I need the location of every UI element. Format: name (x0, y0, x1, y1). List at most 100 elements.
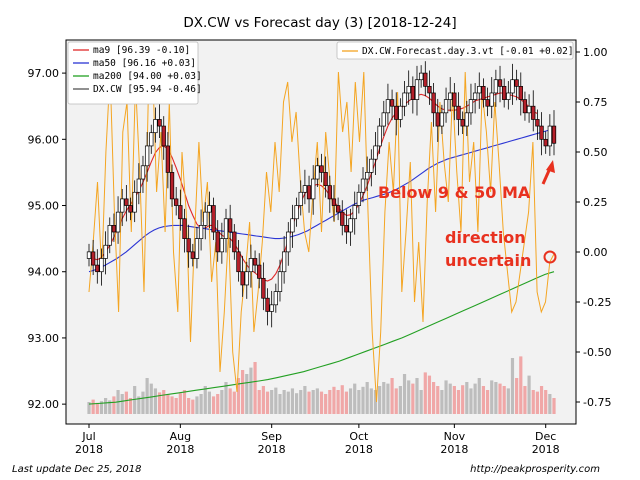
forecast-series-line (88, 61, 555, 403)
volume-bar (261, 386, 265, 414)
volume-bar (544, 390, 548, 414)
candle-body (240, 271, 245, 286)
candle-body (418, 72, 424, 81)
candle-body (360, 178, 366, 193)
right-tick-label: 0.25 (583, 196, 608, 209)
candle-body (277, 271, 283, 292)
legend-label: DX.CW [95.94 -0.46] (93, 84, 202, 95)
x-tick-label: Oct (349, 430, 369, 443)
legend-label: ma200 [94.00 +0.03] (93, 71, 202, 82)
candle-body (335, 205, 341, 213)
candle-body (547, 125, 552, 147)
volume-bar (153, 388, 158, 414)
left-tick-label: 92.00 (28, 398, 60, 411)
right-tick-label: -0.25 (583, 296, 611, 309)
candle-body (178, 205, 183, 220)
volume-bar (357, 390, 361, 414)
candle-body (377, 125, 382, 147)
candle-body (369, 158, 374, 173)
volume-bar (195, 396, 199, 414)
volume-bar (141, 391, 145, 414)
volume-bar (95, 402, 99, 414)
left-tick-label: 96.00 (28, 133, 60, 146)
candle-body (489, 92, 494, 107)
volume-bar (104, 398, 108, 414)
volume-bar (485, 390, 490, 414)
candle-body (472, 92, 478, 100)
candle-body (261, 277, 266, 299)
candle-body (236, 251, 241, 273)
volume-bar (211, 396, 216, 414)
volume-bar (423, 372, 427, 414)
volume-bar (340, 385, 344, 414)
axes: 92.00 93.00 94.00 95.00 96.00 97.00 -0.75 -0.50… (28, 46, 612, 456)
candle-body (506, 92, 511, 100)
left-tick-label: 97.00 (28, 67, 60, 80)
candle-body (493, 79, 499, 94)
x-tick-year: 2018 (258, 443, 286, 456)
volume-bar (157, 392, 162, 414)
volume-bar (257, 390, 261, 414)
candle-body (174, 198, 179, 206)
volume-bar (440, 390, 444, 414)
candle-body (356, 191, 362, 206)
volume-bar (465, 382, 469, 414)
candle-body (198, 225, 204, 239)
volume-bar (515, 378, 519, 414)
volume-bar (315, 388, 319, 414)
volume-bar (303, 386, 307, 414)
volume-bar (232, 391, 236, 414)
x-tick-label: Nov (444, 430, 466, 443)
candle-body (535, 119, 540, 127)
volume-bar (149, 383, 153, 414)
volume-bar (382, 382, 386, 414)
volume-bar (191, 399, 195, 414)
candle-body (207, 205, 212, 213)
legend-left: ma9 [96.39 -0.10] ma50 [96.16 +0.03] ma200… (67, 41, 202, 105)
volume-bar (270, 390, 274, 414)
volume-bar (402, 374, 407, 414)
volume-bar (411, 383, 415, 414)
candle-body (194, 238, 200, 259)
x-tick-label: Sep (261, 430, 282, 443)
candle-body (211, 205, 216, 233)
right-tick-label: -0.75 (583, 396, 611, 409)
volume-bar (162, 390, 166, 414)
volume-bar (249, 367, 253, 414)
volume-bar (444, 380, 448, 414)
candle-body (439, 112, 445, 127)
candle-body (373, 145, 378, 160)
candle-body (551, 125, 557, 144)
candle-body (323, 172, 328, 187)
volume-bar (120, 394, 124, 414)
candle-body (115, 211, 121, 233)
candle-body (427, 85, 432, 94)
volume-bar (461, 385, 465, 414)
volume-bar (108, 400, 112, 414)
volume-bar (473, 383, 477, 414)
candle-body (232, 231, 237, 253)
legend-label: DX.CW.Forecast.day.3.vt [-0.01 +0.02] (362, 46, 574, 57)
candle-body (518, 85, 523, 100)
candle-body (340, 211, 345, 226)
volume-bar (299, 390, 303, 414)
candle-body (153, 119, 158, 134)
candle-body (423, 72, 428, 87)
candle-body (286, 231, 291, 253)
volume-bar (386, 383, 390, 414)
volume-bar (137, 396, 141, 414)
candle-body (414, 79, 420, 100)
candle-body (522, 99, 528, 114)
volume-bar (224, 382, 228, 414)
volume-bar (369, 388, 373, 414)
candle-body (327, 185, 332, 200)
candle-body (186, 238, 191, 253)
x-tick-year: 2018 (345, 443, 373, 456)
volume-bar (207, 391, 212, 414)
volume-bar (133, 386, 137, 414)
candle-body (477, 85, 482, 94)
candle-body (140, 165, 146, 180)
candle-body (348, 218, 353, 233)
candle-body (132, 191, 137, 213)
candle-body (502, 85, 507, 100)
